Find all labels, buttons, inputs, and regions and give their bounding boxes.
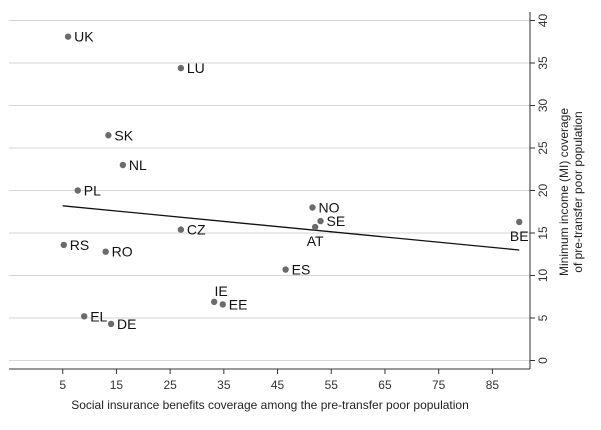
y-tick-label: 40 [536,14,550,28]
point-label-ro: RO [112,244,133,260]
data-point-no [309,204,316,211]
data-point-el [80,313,88,320]
y-axis-title-line-1: Minimum income (MI) coverage [557,108,571,276]
x-tick-label: 25 [163,378,177,392]
data-point-ee [219,301,226,308]
data-point-nl [119,161,127,169]
point-label-se: SE [327,213,346,229]
x-tick-label: 85 [486,378,500,392]
y-tick-label: 15 [536,226,550,240]
x-tick-label: 45 [271,378,285,392]
data-point-ro [102,248,109,255]
point-label-cz: CZ [187,222,206,238]
y-tick-label: 0 [536,357,550,364]
y-tick-label: 10 [536,269,550,283]
x-tick-label: 65 [378,378,392,392]
point-label-no: NO [318,200,339,216]
point-label-nl: NL [129,157,147,173]
data-point-uk [64,33,72,40]
y-tick-label: 5 [536,314,550,321]
data-point-cz [177,226,185,233]
data-point-es [282,266,289,273]
y-tick-label: 20 [536,184,550,198]
y-tick-label: 25 [536,141,550,155]
point-label-ie: IE [215,283,228,299]
x-tick-label: 5 [59,378,66,392]
y-tick-label: 30 [536,99,550,113]
point-label-de: DE [117,316,136,332]
data-point-se [317,217,324,225]
point-label-ee: EE [229,296,248,312]
x-tick-label: 15 [110,378,124,392]
data-point-at [311,223,319,231]
data-point-be [516,218,523,226]
x-tick-label: 35 [217,378,231,392]
data-point-rs [60,241,67,249]
x-axis-title: Social insurance benefits coverage among… [71,398,469,412]
data-point-sk [105,132,112,139]
point-label-pl: PL [84,183,101,199]
point-label-uk: UK [74,29,94,45]
data-point-de [107,320,115,328]
y-axis-title-line-2: of pre-transfer poor population [571,111,585,272]
point-label-rs: RS [70,237,89,253]
point-label-sk: SK [114,127,133,143]
point-label-el: EL [90,308,107,324]
data-point-lu [177,64,185,72]
y-tick-label: 35 [536,56,550,70]
point-label-lu: LU [187,60,205,76]
y-axis-ticks: 0 5 10 15 20 25 30 35 40 [530,14,550,364]
fit-line-layer [62,205,520,251]
x-tick-label: 55 [325,378,339,392]
x-axis-ticks: 5 15 25 35 45 55 65 75 85 [59,369,499,392]
data-point-ie [210,298,218,306]
fit-line [62,205,520,251]
x-tick-label: 75 [432,378,446,392]
grid-lines [9,20,530,361]
point-label-at: AT [307,233,324,249]
data-point-pl [74,187,81,194]
point-label-es: ES [292,262,311,278]
point-label-be: BE [510,228,529,244]
